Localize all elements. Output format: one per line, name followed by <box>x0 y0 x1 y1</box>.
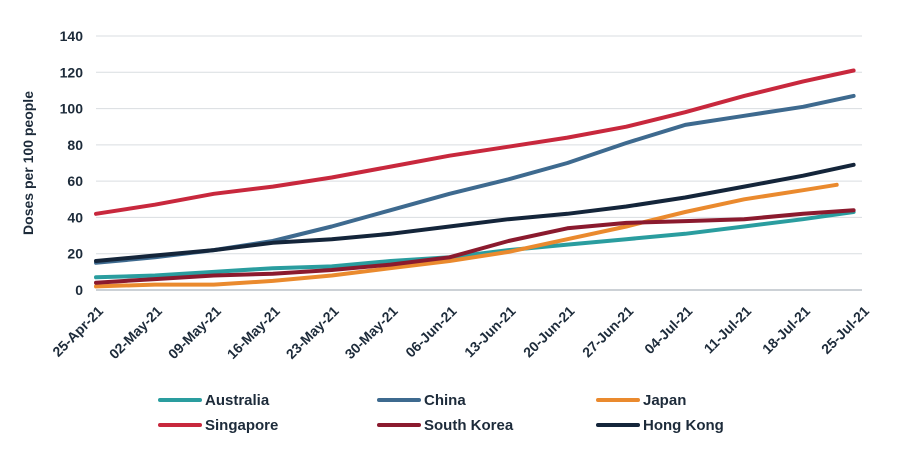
series-line-singapore <box>94 68 856 216</box>
x-tick-label: 11-Jul-21 <box>701 303 755 357</box>
x-tick-label: 13-Jun-21 <box>461 303 519 361</box>
legend-label-china: China <box>424 392 466 409</box>
y-tick-label: 140 <box>60 28 84 44</box>
legend-label-south-korea: South Korea <box>424 417 514 434</box>
series-line-australia <box>94 210 856 280</box>
series-line-japan <box>94 182 839 289</box>
x-tick-label: 25-Apr-21 <box>49 303 106 360</box>
series-lines <box>94 68 856 289</box>
y-tick-label: 60 <box>67 173 83 189</box>
legend-label-australia: Australia <box>205 392 270 409</box>
x-tick-label: 04-Jul-21 <box>641 303 695 357</box>
legend-label-hong-kong: Hong Kong <box>643 417 724 434</box>
x-tick-label: 02-May-21 <box>106 303 165 362</box>
legend-label-japan: Japan <box>643 392 686 409</box>
x-tick-label: 09-May-21 <box>165 303 224 362</box>
y-tick-label: 0 <box>75 282 83 298</box>
x-tick-label: 18-Jul-21 <box>759 303 813 357</box>
x-tick-label: 20-Jun-21 <box>520 303 578 361</box>
x-tick-label: 25-Jul-21 <box>818 303 872 357</box>
series-line-south-korea <box>94 208 856 285</box>
x-tick-label: 23-May-21 <box>283 303 342 362</box>
y-tick-label: 100 <box>60 101 84 117</box>
x-tick-label: 06-Jun-21 <box>402 303 460 361</box>
y-tick-label: 20 <box>67 246 83 262</box>
y-tick-label: 120 <box>60 64 84 80</box>
gridlines <box>96 35 862 291</box>
y-tick-label: 40 <box>67 209 83 225</box>
legend: Australia China Japan Singapore South Korea H… <box>158 392 724 434</box>
legend-label-singapore: Singapore <box>205 417 278 434</box>
x-tick-label: 30-May-21 <box>342 303 401 362</box>
series-line-hong-kong <box>94 162 856 263</box>
y-tick-label: 80 <box>67 137 83 153</box>
x-axis-ticks: 25-Apr-21 02-May-21 09-May-21 16-May-21 23-M… <box>49 303 872 362</box>
x-tick-label: 27-Jun-21 <box>579 303 637 361</box>
x-tick-label: 16-May-21 <box>224 303 283 362</box>
series-line-china <box>94 93 856 265</box>
y-axis-label: Doses per 100 people <box>20 91 36 235</box>
y-axis-ticks: 0 20 40 60 80 100 120 140 <box>60 28 84 298</box>
